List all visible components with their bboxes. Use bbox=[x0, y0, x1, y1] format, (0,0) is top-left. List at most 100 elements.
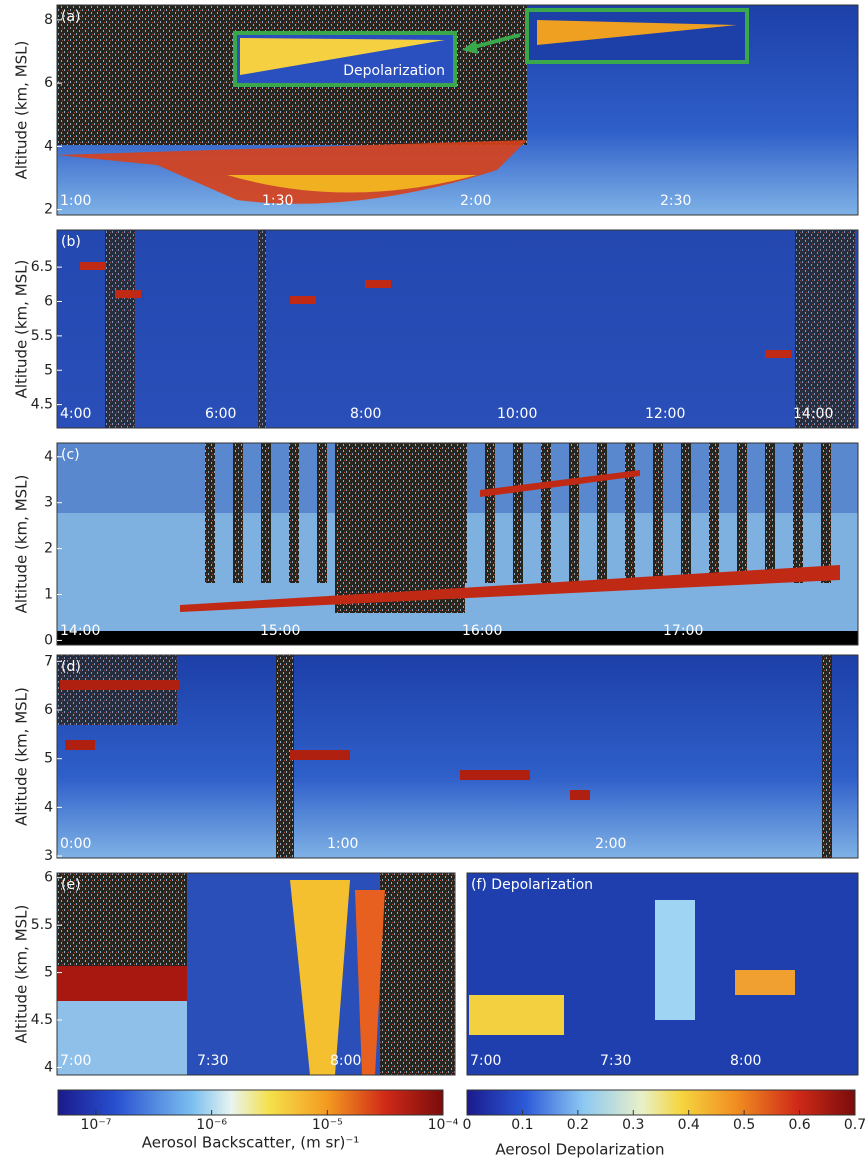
x-tick-label: 10:00 bbox=[497, 406, 537, 422]
noise-region bbox=[380, 873, 455, 1075]
colorbar-tick-label: 10⁻⁵ bbox=[312, 1117, 343, 1133]
noise-column bbox=[793, 443, 803, 583]
colorbar-tick-label: 0.5 bbox=[733, 1117, 755, 1133]
y-tick-label: 4 bbox=[44, 799, 53, 815]
colorbar-title: Aerosol Depolarization bbox=[495, 1141, 664, 1159]
noise-column bbox=[765, 443, 775, 583]
x-tick-label: 12:00 bbox=[645, 406, 685, 422]
noise-column bbox=[681, 443, 691, 583]
y-tick-label: 8 bbox=[44, 12, 53, 28]
noise-column bbox=[822, 655, 832, 858]
colorbar-tick-label: 0 bbox=[463, 1117, 472, 1133]
noise-column bbox=[317, 443, 327, 583]
x-tick-label: 1:00 bbox=[60, 193, 91, 209]
x-tick-label: 7:30 bbox=[197, 1053, 228, 1069]
y-tick-label: 6.5 bbox=[31, 259, 53, 275]
x-tick-label: 7:00 bbox=[470, 1053, 501, 1069]
noise-column bbox=[233, 443, 243, 583]
x-tick-label: 8:00 bbox=[350, 406, 381, 422]
colorbar-tick-label: 0.2 bbox=[567, 1117, 589, 1133]
noise-column bbox=[485, 443, 495, 583]
noise-column bbox=[569, 443, 579, 583]
aerosol-patch bbox=[365, 280, 391, 288]
x-tick-label: 14:00 bbox=[60, 623, 100, 639]
noise-column bbox=[513, 443, 523, 583]
noise-column bbox=[258, 230, 266, 428]
background bbox=[57, 230, 858, 428]
noise-column bbox=[429, 443, 439, 583]
x-tick-label: 1:30 bbox=[262, 193, 293, 209]
x-tick-label: 2:30 bbox=[660, 193, 691, 209]
colorbar-tick-label: 0.7 bbox=[844, 1117, 866, 1133]
y-axis-label: Altitude (km, MSL) bbox=[13, 260, 31, 399]
colorbar-title: Aerosol Backscatter, (m sr)⁻¹ bbox=[142, 1134, 360, 1152]
aerosol-patch bbox=[60, 680, 180, 690]
y-tick-label: 4.5 bbox=[31, 397, 53, 413]
aerosol-patch bbox=[115, 290, 141, 298]
depol-patch bbox=[469, 995, 564, 1035]
y-axis-label: Altitude (km, MSL) bbox=[13, 687, 31, 826]
x-tick-label: 7:00 bbox=[60, 1053, 91, 1069]
x-tick-label: 8:00 bbox=[330, 1053, 361, 1069]
noise-column bbox=[625, 443, 635, 583]
ground bbox=[57, 631, 858, 645]
aerosol-patch bbox=[65, 740, 95, 750]
colorbar bbox=[58, 1090, 443, 1115]
y-tick-label: 4 bbox=[44, 449, 53, 465]
aerosol-patch bbox=[765, 350, 791, 358]
noise-column bbox=[345, 443, 355, 583]
y-tick-label: 3 bbox=[44, 848, 53, 864]
aerosol-patch bbox=[80, 262, 106, 270]
panel-label: (c) bbox=[61, 447, 80, 463]
colorbar-tick-label: 10⁻⁷ bbox=[81, 1117, 112, 1133]
x-tick-label: 6:00 bbox=[205, 406, 236, 422]
y-tick-label: 4.5 bbox=[31, 1012, 53, 1028]
y-tick-label: 2 bbox=[44, 541, 53, 557]
depol-patch bbox=[735, 970, 795, 995]
annotation: Depolarization bbox=[343, 63, 445, 79]
x-tick-label: 17:00 bbox=[663, 623, 703, 639]
y-tick-label: 1 bbox=[44, 587, 53, 603]
x-tick-label: 1:00 bbox=[327, 836, 358, 852]
y-tick-label: 6 bbox=[44, 702, 53, 718]
y-tick-label: 3 bbox=[44, 495, 53, 511]
panel-label: (b) bbox=[61, 234, 81, 250]
panel-label: (e) bbox=[61, 877, 81, 893]
x-tick-label: 2:00 bbox=[460, 193, 491, 209]
noise-column bbox=[401, 443, 411, 583]
x-tick-label: 0:00 bbox=[60, 836, 91, 852]
y-tick-label: 4 bbox=[44, 138, 53, 154]
panel-label: (a) bbox=[61, 9, 81, 25]
noise-column bbox=[373, 443, 383, 583]
noise-column bbox=[709, 443, 719, 583]
y-tick-label: 7 bbox=[44, 653, 53, 669]
colorbar-tick-label: 10⁻⁶ bbox=[196, 1117, 227, 1133]
figure: Aerosol Depolarization Depolarization (a)… bbox=[0, 0, 868, 1168]
y-tick-label: 6 bbox=[44, 870, 53, 886]
y-tick-label: 5 bbox=[44, 751, 53, 767]
y-axis-label: Altitude (km, MSL) bbox=[13, 41, 31, 180]
y-tick-label: 6 bbox=[44, 75, 53, 91]
noise-column bbox=[795, 230, 855, 428]
y-tick-label: 0 bbox=[44, 632, 53, 648]
y-tick-label: 4 bbox=[44, 1059, 53, 1075]
noise-column bbox=[105, 230, 135, 428]
colorbar-tick-label: 10⁻⁴ bbox=[428, 1117, 459, 1133]
y-axis-label: Altitude (km, MSL) bbox=[13, 475, 31, 614]
noise-column bbox=[597, 443, 607, 583]
y-tick-label: 5 bbox=[44, 965, 53, 981]
noise-column bbox=[821, 443, 831, 583]
y-tick-label: 5.5 bbox=[31, 328, 53, 344]
noise-column bbox=[289, 443, 299, 583]
y-tick-label: 2 bbox=[44, 202, 53, 218]
noise-column bbox=[653, 443, 663, 583]
colorbar-tick-label: 0.3 bbox=[622, 1117, 644, 1133]
aerosol-patch bbox=[460, 770, 530, 780]
x-tick-label: 8:00 bbox=[730, 1053, 761, 1069]
y-tick-label: 6 bbox=[44, 294, 53, 310]
aerosol-patch bbox=[570, 790, 590, 800]
x-tick-label: 16:00 bbox=[462, 623, 502, 639]
y-tick-label: 5 bbox=[44, 362, 53, 378]
x-tick-label: 14:00 bbox=[793, 406, 833, 422]
noise-column bbox=[737, 443, 747, 583]
